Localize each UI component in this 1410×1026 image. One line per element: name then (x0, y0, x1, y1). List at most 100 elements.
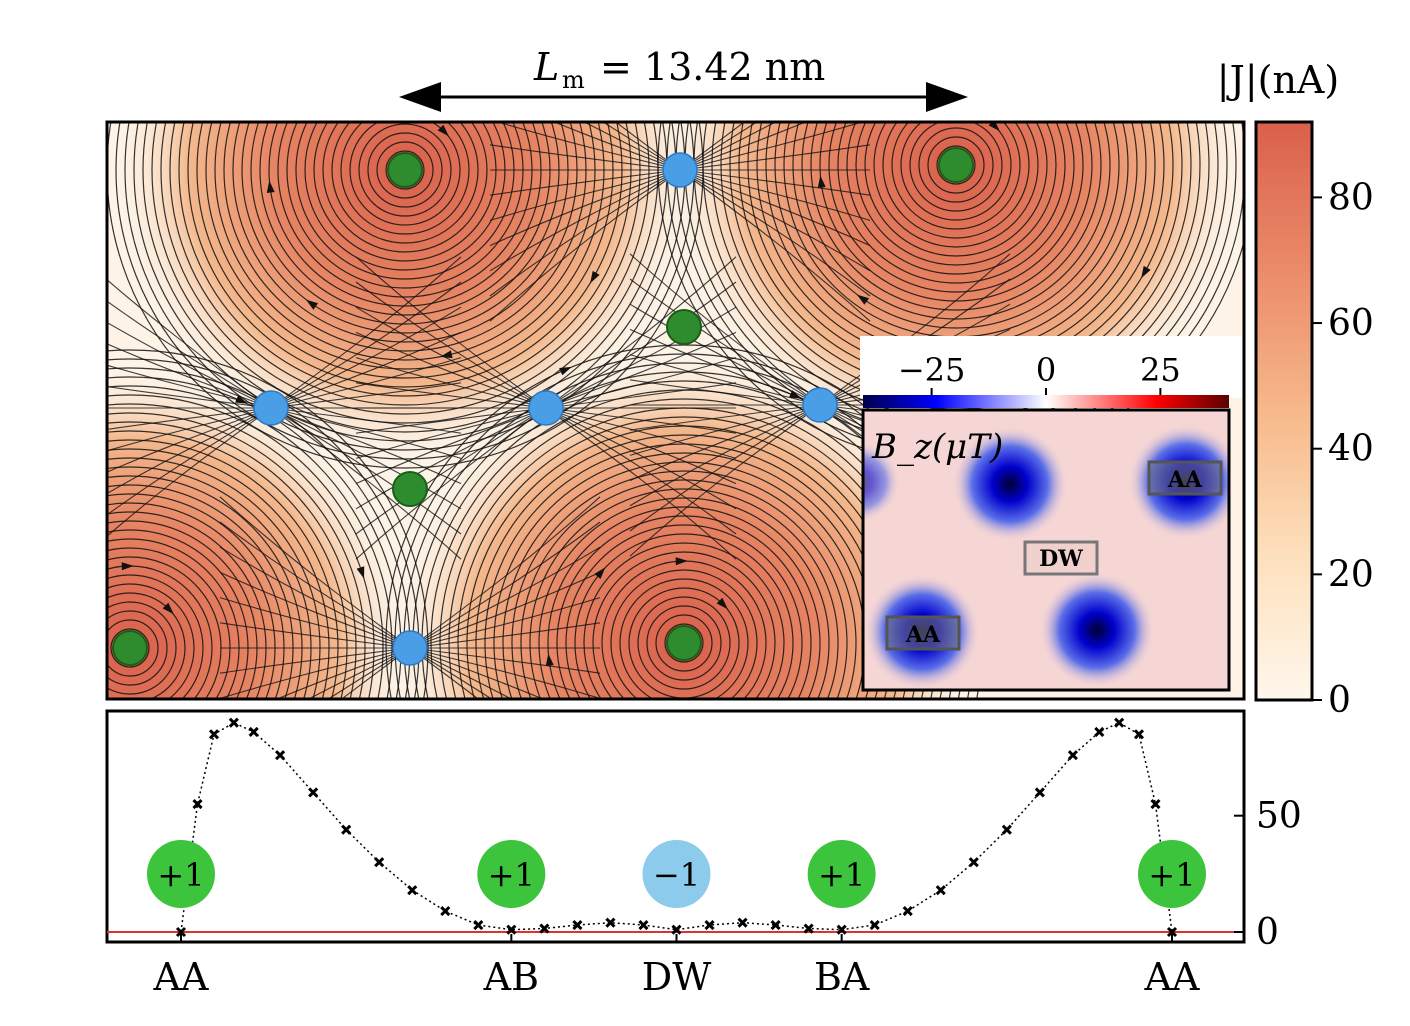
inset-cbar-backdrop (860, 336, 1242, 398)
streamline-arrow (559, 366, 572, 376)
streamline-arrow (305, 299, 319, 310)
streamline (936, 145, 976, 185)
colorbar-tick-label: 0 (1328, 680, 1351, 721)
streamline (565, 524, 803, 699)
inset-colorbar (863, 395, 1229, 408)
streamline-arrow (817, 175, 826, 189)
profile-x-ticks: AA AB DW BA AA (153, 934, 1200, 999)
inset-tag-aa-top: AA (1147, 460, 1223, 496)
current-swirl (115, 122, 695, 460)
profile-point (506, 924, 517, 935)
profile-point (248, 726, 259, 738)
streamline (358, 123, 452, 217)
streamline-arrow (716, 597, 728, 610)
profile-point (1166, 926, 1178, 938)
inset-tick-label: 25 (1140, 351, 1181, 389)
streamline (556, 515, 812, 699)
profile-point (539, 923, 550, 934)
winding-badges: +1 +1 −1 +1 +1 (147, 840, 1206, 908)
streamline (646, 605, 722, 681)
streamline-arrow (266, 180, 275, 194)
streamline-arrow (315, 94, 326, 106)
bz-minimum (952, 426, 1068, 542)
streamline-arrow (121, 562, 134, 571)
vortex-markers (112, 147, 974, 666)
bz-minimum (1039, 572, 1155, 688)
profile-point (208, 729, 220, 740)
period-annotation: L m = 13.42 nm (399, 45, 968, 112)
bz-minimum (863, 442, 900, 522)
inset-frame (861, 408, 1231, 692)
profile-y-ticks: 0 50 (1234, 796, 1302, 953)
streamline (610, 569, 758, 699)
inset-tag-text: DW (1039, 546, 1083, 572)
profile-point (1114, 717, 1125, 728)
streamline (340, 122, 470, 235)
winding-badge-label: +1 (157, 856, 204, 894)
inset-label: B_z(μT) (871, 427, 1003, 467)
streamline (801, 122, 1111, 320)
streamline (855, 122, 1057, 266)
profile-point (1034, 787, 1045, 798)
inset-tag-text: AA (1167, 467, 1203, 493)
streamline-arrow (5, 372, 18, 380)
profile-point (737, 917, 748, 928)
profile-point (704, 919, 715, 931)
plus-one-vortex-marker (392, 471, 428, 507)
profile-point (770, 919, 781, 931)
streamline (792, 122, 1120, 329)
streamline (592, 551, 776, 699)
inset-tick-label: −25 (898, 351, 966, 389)
streamline-arrow (40, 572, 51, 584)
streamline (846, 122, 1066, 275)
streamline (322, 122, 488, 253)
plus-one-vortex-marker (666, 309, 702, 345)
plus-one-vortex-marker (387, 152, 423, 188)
profile-point (1094, 726, 1105, 738)
winding-badge-label: +1 (818, 856, 865, 894)
colorbar-tick-label: 60 (1328, 303, 1374, 344)
winding-badge-label: +1 (1148, 856, 1195, 894)
inset-tag-text: AA (905, 622, 941, 648)
profile-point (341, 824, 352, 835)
minus-one-vortex-marker (802, 387, 838, 423)
streamline (583, 542, 785, 699)
inset-tick-label: 0 (1036, 351, 1056, 389)
current-swirl (394, 353, 974, 699)
streamline-arrow (162, 602, 174, 615)
profile-points (175, 717, 1178, 938)
profile-point (175, 926, 187, 938)
inset-tag-aa-bottom: AA (885, 615, 961, 651)
streamline (107, 601, 177, 695)
winding-badge (1138, 840, 1206, 908)
streamline (349, 122, 461, 226)
profile-point (605, 917, 616, 928)
streamline (520, 479, 848, 699)
profile-x-tick-label: AA (1144, 955, 1200, 999)
streamline (619, 578, 749, 699)
streamline (900, 122, 1012, 221)
streamline-arrow (675, 557, 688, 566)
profile-point (968, 857, 979, 868)
bz-inset: −25 0 25 B_z(μT) AA DW AA (860, 336, 1242, 692)
profile-point (275, 750, 286, 761)
profile-point (902, 906, 913, 917)
minus-one-vortex-marker (392, 630, 428, 666)
streamline (828, 122, 1084, 293)
plus-one-vortex-marker (666, 625, 702, 661)
streamline (367, 132, 443, 208)
winding-badge (807, 840, 876, 908)
profile-panel: +1 +1 −1 +1 +1 0 50 AA AB DW BA AA (105, 709, 1302, 999)
profile-point (1150, 799, 1161, 810)
profile-x-tick-label: AB (483, 955, 539, 999)
streamline-arrow (988, 122, 1000, 132)
minus-one-vortex-marker (253, 390, 289, 426)
streamline (107, 592, 186, 699)
colorbar-ticks: 0 20 40 60 80 (1312, 177, 1374, 721)
profile-point (935, 885, 946, 896)
streamline-arrow (1141, 265, 1151, 279)
streamline (538, 497, 830, 699)
streamline (385, 150, 425, 190)
streamline (891, 122, 1021, 230)
